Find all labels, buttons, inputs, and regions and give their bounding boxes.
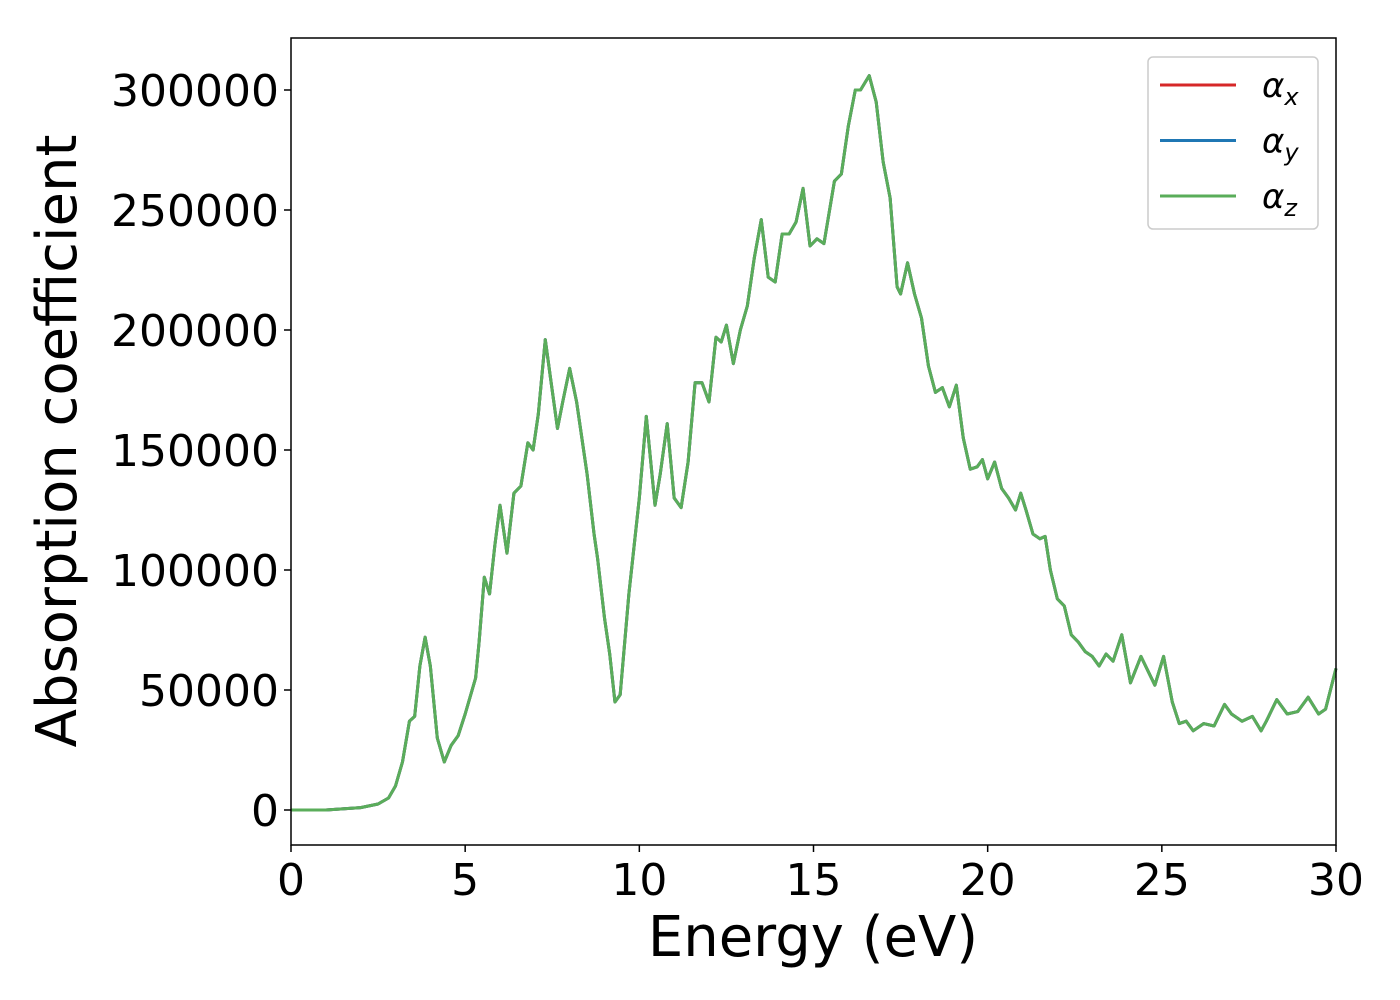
x-tick-label: 15 [786, 855, 842, 906]
series-line [291, 74, 1338, 812]
y-tick-label: 300000 [111, 66, 279, 117]
legend-label: αx [1262, 66, 1299, 111]
x-tick-label: 30 [1308, 855, 1364, 906]
y-tick-label: 150000 [111, 426, 279, 477]
y-axis-label: Absorption coefficient [25, 135, 90, 748]
y-tick-label: 0 [251, 786, 279, 837]
legend-label: αz [1262, 177, 1298, 222]
x-axis-label: Energy (eV) [648, 905, 978, 970]
x-tick-label: 10 [611, 855, 667, 906]
legend-label: αy [1262, 122, 1299, 167]
legend-box [1147, 56, 1319, 230]
y-tick-label: 50000 [139, 666, 279, 717]
x-tick-label: 20 [960, 855, 1016, 906]
plot-frame [290, 37, 1337, 846]
x-tick-label: 25 [1134, 855, 1190, 906]
x-tick-label: 0 [277, 855, 305, 906]
y-tick-label: 100000 [111, 546, 279, 597]
x-tick-label: 5 [451, 855, 479, 906]
y-tick-label: 250000 [111, 186, 279, 237]
y-tick-label: 200000 [111, 306, 279, 357]
